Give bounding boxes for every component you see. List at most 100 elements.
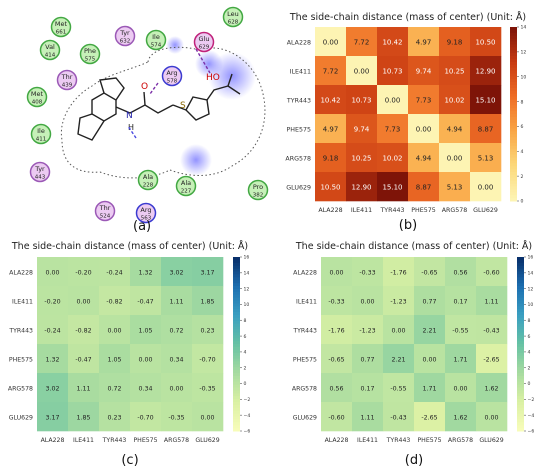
heatmap-cell <box>470 85 502 115</box>
solvent-exposure-glow <box>166 36 184 54</box>
colorbar-segment <box>233 361 240 365</box>
colorbar-segment <box>233 323 240 328</box>
heatmap-cell <box>476 402 508 432</box>
heatmap-title: The side-chain distance (mass of center)… <box>295 240 532 252</box>
heatmap-value-label: 1.11 <box>484 299 498 306</box>
residue-circle <box>26 86 48 108</box>
heatmap-value-label: 0.56 <box>453 270 467 277</box>
heatmap-cell <box>414 315 446 345</box>
heatmap-cell <box>352 344 384 374</box>
heatmap-value-label: 0.00 <box>323 39 339 47</box>
x-tick-label: ARG578 <box>448 437 473 444</box>
x-tick-label: TYR443 <box>379 207 404 214</box>
heatmap-cell <box>130 257 162 287</box>
residue-name: Arg <box>166 69 177 77</box>
residue-circle <box>193 31 215 53</box>
colorbar-segment <box>233 303 240 307</box>
colorbar-segment <box>510 174 517 179</box>
heatmap-cell <box>321 402 353 432</box>
heatmap-value-label: 10.73 <box>351 97 371 105</box>
heatmap-value-label: 3.02 <box>169 270 183 277</box>
heatmap-cell <box>161 402 193 432</box>
colorbar-segment <box>517 286 524 290</box>
solvent-exposure-glow <box>180 144 212 176</box>
colorbar-segment <box>510 189 517 193</box>
residue-thr439: Thr 439 <box>56 69 78 91</box>
heatmap-value-label: 0.77 <box>422 299 436 306</box>
heatmap-cell <box>470 143 502 173</box>
heatmap-cell <box>321 257 353 287</box>
colorbar-tick-label: 2 <box>244 365 247 371</box>
colorbar-segment <box>510 157 517 161</box>
colorbar-segment <box>233 286 240 290</box>
heatmap-value-label: -1.23 <box>390 299 406 306</box>
residue-circle <box>50 16 72 38</box>
colorbar-segment <box>233 407 240 412</box>
colorbar-segment <box>510 32 517 37</box>
colorbar-segment <box>233 335 240 339</box>
colorbar-tick-label: 16 <box>528 255 534 261</box>
colorbar-segment <box>233 265 240 270</box>
colorbar-segment <box>517 387 524 391</box>
colorbar-segment <box>233 274 240 278</box>
colorbar-segment <box>517 297 524 301</box>
residue-circle <box>79 43 101 65</box>
heatmap-cell <box>37 344 69 374</box>
heatmap-cell <box>445 344 477 374</box>
heatmap-cell <box>408 114 440 144</box>
colorbar-segment <box>510 87 517 92</box>
colorbar-segment <box>233 326 240 330</box>
y-tick-label: ARG578 <box>292 386 317 393</box>
heatmap-cell <box>346 85 378 115</box>
colorbar-segment <box>510 82 517 86</box>
colorbar-tick-label: 6 <box>521 124 524 130</box>
colorbar-tick-label: 14 <box>528 271 534 277</box>
colorbar-segment <box>517 399 524 403</box>
colorbar-segment <box>233 404 240 409</box>
colorbar-segment <box>233 329 240 333</box>
heatmap-cell <box>99 402 131 432</box>
heatmap-cell <box>377 27 409 57</box>
colorbar-segment <box>510 177 517 182</box>
colorbar-segment <box>517 375 524 380</box>
colorbar-tick-label: 4 <box>521 149 524 155</box>
heatmap-value-label: 12.90 <box>351 184 371 192</box>
colorbar-segment <box>233 378 240 383</box>
residue-circle <box>29 161 51 183</box>
colorbar-tick-label: −4 <box>244 413 251 419</box>
panel-label-c: (c) <box>121 453 138 467</box>
colorbar-tick-label: 12 <box>244 286 250 292</box>
colorbar-tick-label: −2 <box>244 397 251 403</box>
colorbar-segment <box>233 419 240 423</box>
colorbar-segment <box>233 402 240 406</box>
heatmap-value-label: 5.13 <box>447 184 463 192</box>
colorbar-segment <box>517 358 524 362</box>
heatmap-value-label: 0.00 <box>447 155 463 163</box>
heatmap-value-label: 0.00 <box>169 386 183 393</box>
colorbar-segment <box>517 265 524 270</box>
colorbar-segment <box>517 422 524 426</box>
colorbar-segment <box>233 425 240 429</box>
heatmap-cell <box>192 373 224 403</box>
heatmap-cell <box>321 315 353 345</box>
heatmap-cell <box>476 315 508 345</box>
atom-label-h: H <box>128 123 134 132</box>
heatmap-title: The side-chain distance (mass of center)… <box>11 240 248 252</box>
colorbar-segment <box>510 125 517 129</box>
heatmap-cell <box>99 315 131 345</box>
y-tick-label: TYR443 <box>286 98 311 105</box>
colorbar-segment <box>233 410 240 415</box>
y-tick-label: PHE575 <box>286 127 311 134</box>
heatmap-cell <box>37 286 69 316</box>
heatmap-cell <box>99 344 131 374</box>
heatmap-value-label: 1.05 <box>138 328 152 335</box>
colorbar-segment <box>510 58 517 63</box>
colorbar-segment <box>510 122 517 127</box>
heatmap-cell <box>383 315 415 345</box>
heatmap-value-label: 0.00 <box>484 415 498 422</box>
heatmap-value-label: 1.62 <box>453 415 467 422</box>
heatmap-value-label: 0.23 <box>200 328 214 335</box>
heatmap-value-label: -0.65 <box>421 270 437 277</box>
colorbar-segment <box>517 332 524 336</box>
colorbar-segment <box>233 277 240 281</box>
